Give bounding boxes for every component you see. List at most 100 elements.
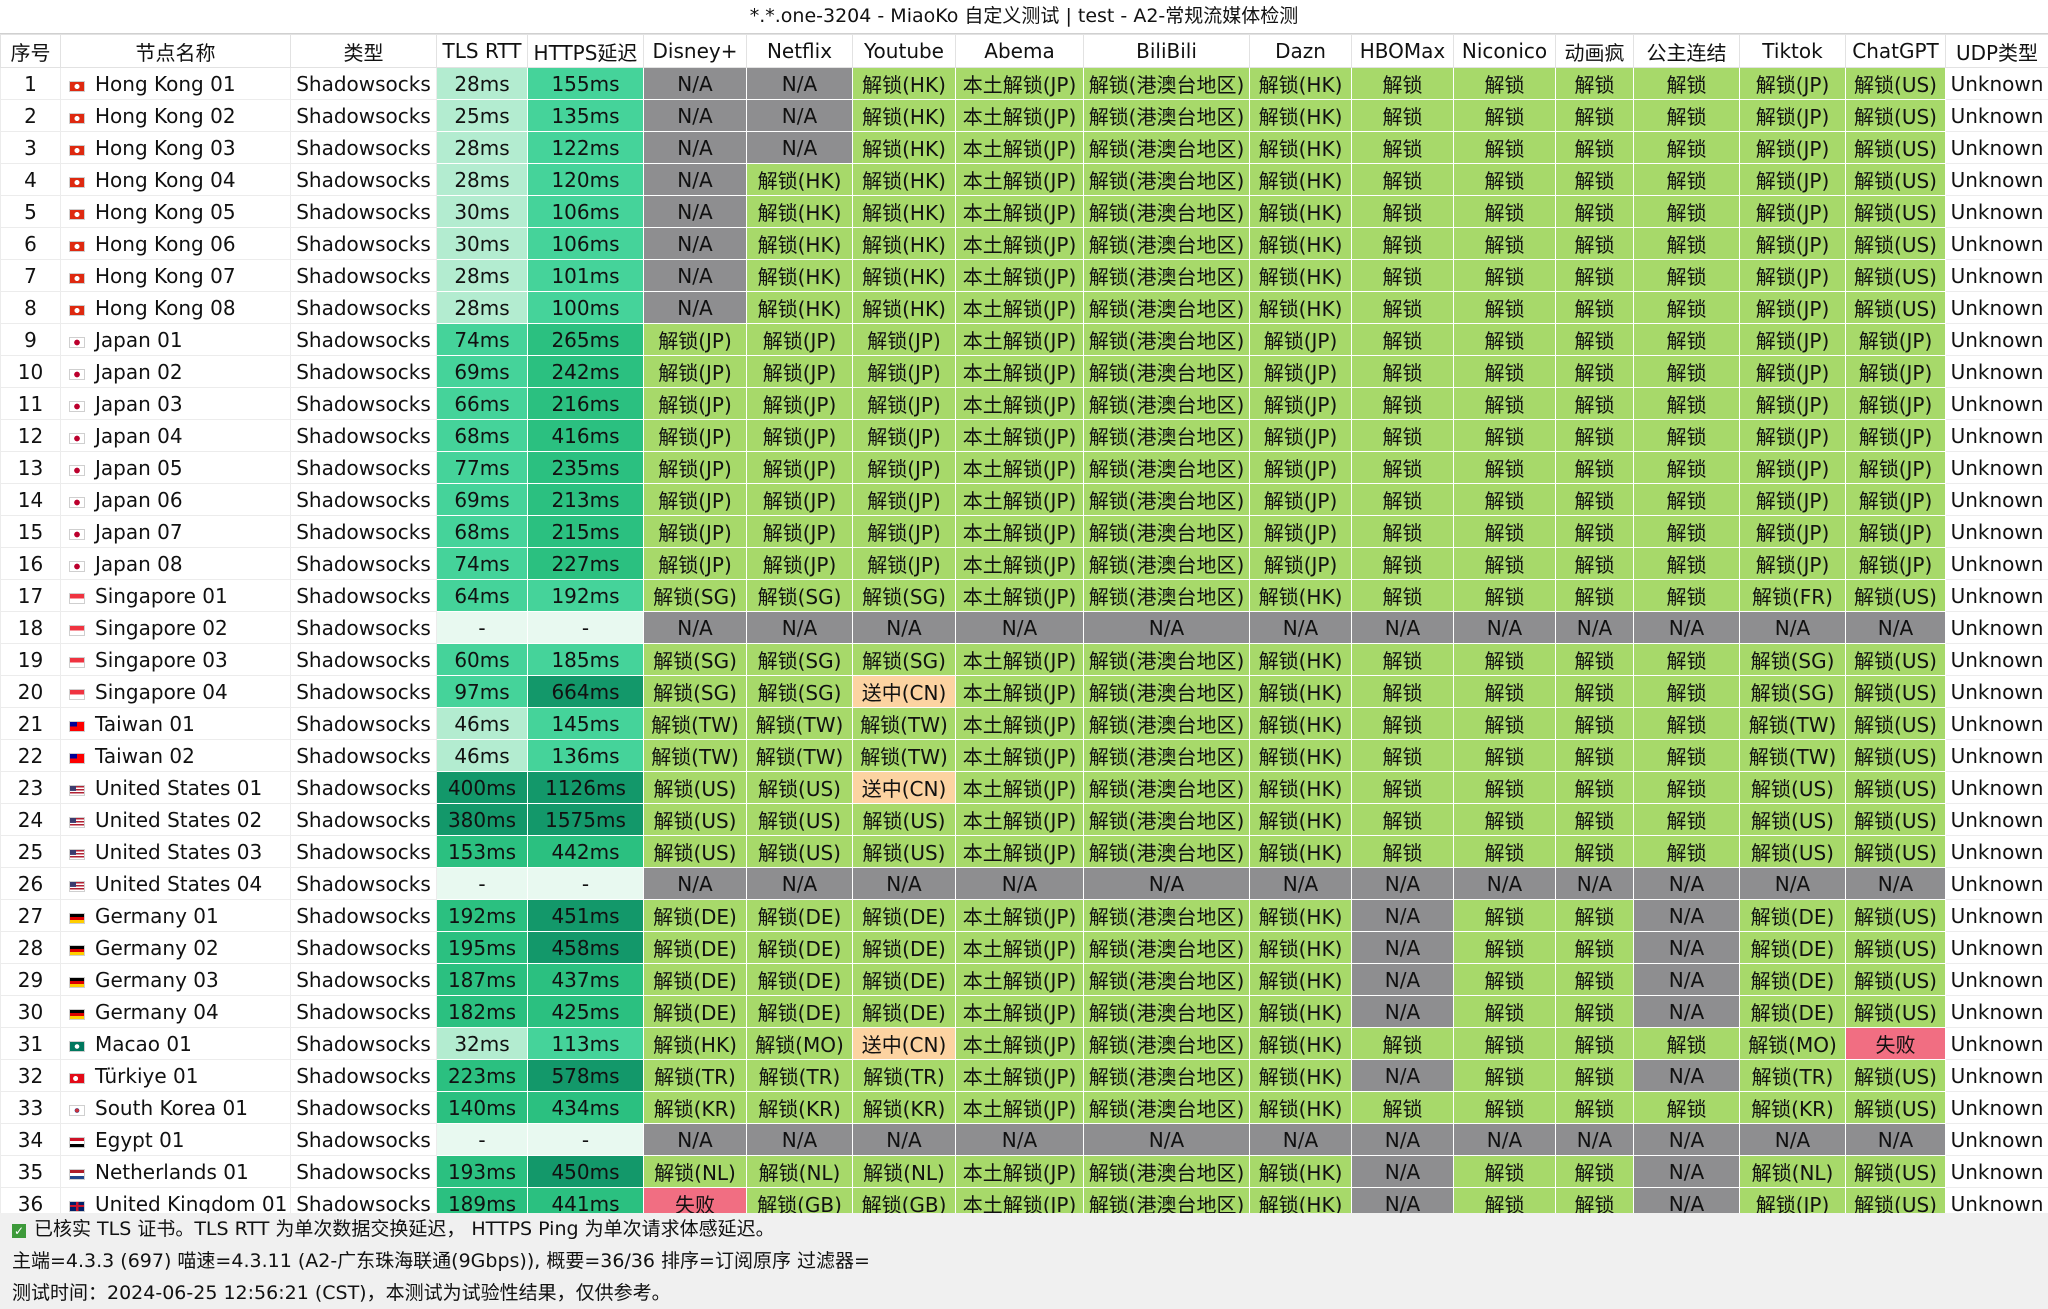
col-tls-rtt-header[interactable]: TLS RTT [436, 34, 528, 68]
col-dazn-cell: 解锁(HK) [1249, 675, 1352, 708]
table-row[interactable]: 30 Germany 04 Shadowsocks 182ms 425ms 解锁(DE) 解… [0, 995, 2048, 1028]
col-anime-header[interactable]: 动画疯 [1555, 34, 1634, 68]
col-disney-cell: 解锁(TR) [643, 1059, 747, 1092]
table-row[interactable]: 4 Hong Kong 04 Shadowsocks 28ms 120ms N/A 解锁(H… [0, 163, 2048, 196]
table-row[interactable]: 28 Germany 02 Shadowsocks 195ms 458ms 解锁(DE) 解… [0, 931, 2048, 964]
table-row[interactable]: 1 Hong Kong 01 Shadowsocks 28ms 155ms N/A N/A 解… [0, 67, 2048, 100]
col-hbomax-cell: 解锁 [1351, 259, 1454, 292]
table-row[interactable]: 15 Japan 07 Shadowsocks 68ms 215ms 解锁(JP) 解锁(J… [0, 515, 2048, 548]
node-name-text: Singapore 02 [95, 615, 228, 640]
table-row[interactable]: 21 Taiwan 01 Shadowsocks 46ms 145ms 解锁(TW) 解锁(… [0, 707, 2048, 740]
col-hbomax-header[interactable]: HBOMax [1351, 34, 1454, 68]
col-type-cell: Shadowsocks [290, 227, 437, 260]
col-type-cell: Shadowsocks [290, 803, 437, 836]
table-row[interactable]: 13 Japan 05 Shadowsocks 77ms 235ms 解锁(JP) 解锁(J… [0, 451, 2048, 484]
table-row[interactable]: 35 Netherlands 01 Shadowsocks 193ms 450ms 解锁(… [0, 1155, 2048, 1188]
col-netflix-cell: 解锁(JP) [746, 547, 853, 580]
col-https-latency-cell: 136ms [527, 739, 644, 772]
table-row[interactable]: 22 Taiwan 02 Shadowsocks 46ms 136ms 解锁(TW) 解锁(… [0, 739, 2048, 772]
col-abema-cell: 本土解锁(JP) [955, 195, 1084, 228]
table-row[interactable]: 8 Hong Kong 08 Shadowsocks 28ms 100ms N/A 解锁(H… [0, 291, 2048, 324]
col-udp-type-cell: Unknown [1945, 867, 2048, 900]
table-row[interactable]: 23 United States 01 Shadowsocks 400ms 1126ms… [0, 771, 2048, 804]
col-disney-cell: 解锁(HK) [643, 1027, 747, 1060]
table-row[interactable]: 33 South Korea 01 Shadowsocks 140ms 434ms 解锁(… [0, 1091, 2048, 1124]
flag-jp-icon [69, 368, 85, 380]
col-princess-connect-header[interactable]: 公主连结 [1633, 34, 1740, 68]
col-bilibili-header[interactable]: BiliBili [1083, 34, 1250, 68]
col-udp-type-cell: Unknown [1945, 131, 2048, 164]
table-row[interactable]: 34 Egypt 01 Shadowsocks - - N/A N/A N/A N/A N/A N/… [0, 1123, 2048, 1156]
col-abema-cell: 本土解锁(JP) [955, 1059, 1084, 1092]
col-node-name-cell: Türkiye 01 [60, 1059, 291, 1092]
table-row[interactable]: 2 Hong Kong 02 Shadowsocks 25ms 135ms N/A N/A 解… [0, 99, 2048, 132]
table-row[interactable]: 32 Türkiye 01 Shadowsocks 223ms 578ms 解锁(TR) 解… [0, 1059, 2048, 1092]
col-bilibili-cell: 解锁(港澳台地区) [1083, 675, 1250, 708]
col-disney-header[interactable]: Disney+ [643, 34, 747, 68]
col-youtube-cell: 解锁(SG) [852, 579, 956, 612]
col-chatgpt-cell: 解锁(JP) [1845, 323, 1946, 356]
table-row[interactable]: 26 United States 04 Shadowsocks - - N/A N/A N/A… [0, 867, 2048, 900]
col-youtube-cell: 解锁(NL) [852, 1155, 956, 1188]
table-row[interactable]: 25 United States 03 Shadowsocks 153ms 442ms 解… [0, 835, 2048, 868]
table-row[interactable]: 6 Hong Kong 06 Shadowsocks 30ms 106ms N/A 解锁(H… [0, 227, 2048, 260]
table-row[interactable]: 18 Singapore 02 Shadowsocks - - N/A N/A N/A N/A N… [0, 611, 2048, 644]
table-row[interactable]: 12 Japan 04 Shadowsocks 68ms 416ms 解锁(JP) 解锁(J… [0, 419, 2048, 452]
col-abema-header[interactable]: Abema [955, 34, 1084, 68]
table-row[interactable]: 10 Japan 02 Shadowsocks 69ms 242ms 解锁(JP) 解锁(J… [0, 355, 2048, 388]
col-bilibili-cell: 解锁(港澳台地区) [1083, 483, 1250, 516]
col-udp-type-cell: Unknown [1945, 835, 2048, 868]
col-netflix-header[interactable]: Netflix [746, 34, 853, 68]
table-row[interactable]: 20 Singapore 04 Shadowsocks 97ms 664ms 解锁(SG)… [0, 675, 2048, 708]
table-row[interactable]: 9 Japan 01 Shadowsocks 74ms 265ms 解锁(JP) 解锁(JP… [0, 323, 2048, 356]
table-row[interactable]: 3 Hong Kong 03 Shadowsocks 28ms 122ms N/A N/A 解… [0, 131, 2048, 164]
table-row[interactable]: 5 Hong Kong 05 Shadowsocks 30ms 106ms N/A 解锁(H… [0, 195, 2048, 228]
col-udp-type-cell: Unknown [1945, 899, 2048, 932]
col-node-name-header[interactable]: 节点名称 [60, 34, 291, 68]
col-https-latency-cell: 458ms [527, 931, 644, 964]
col-index-cell: 21 [0, 707, 61, 740]
table-row[interactable]: 7 Hong Kong 07 Shadowsocks 28ms 101ms N/A 解锁(H… [0, 259, 2048, 292]
flag-de-icon [69, 976, 85, 988]
col-udp-type-header[interactable]: UDP类型 [1945, 34, 2048, 68]
col-anime-cell: 解锁 [1555, 259, 1634, 292]
col-disney-cell: 解锁(KR) [643, 1091, 747, 1124]
col-bilibili-cell: 解锁(港澳台地区) [1083, 291, 1250, 324]
col-disney-cell: 解锁(US) [643, 803, 747, 836]
col-netflix-cell: 解锁(DE) [746, 963, 853, 996]
col-tiktok-header[interactable]: Tiktok [1739, 34, 1846, 68]
table-row[interactable]: 29 Germany 03 Shadowsocks 187ms 437ms 解锁(DE) 解… [0, 963, 2048, 996]
table-row[interactable]: 27 Germany 01 Shadowsocks 192ms 451ms 解锁(DE) 解… [0, 899, 2048, 932]
table-row[interactable]: 14 Japan 06 Shadowsocks 69ms 213ms 解锁(JP) 解锁(J… [0, 483, 2048, 516]
col-dazn-cell: 解锁(JP) [1249, 483, 1352, 516]
col-youtube-cell: 解锁(JP) [852, 419, 956, 452]
col-dazn-header[interactable]: Dazn [1249, 34, 1352, 68]
col-tiktok-cell: 解锁(JP) [1739, 291, 1846, 324]
col-abema-cell: 本土解锁(JP) [955, 355, 1084, 388]
col-abema-cell: 本土解锁(JP) [955, 419, 1084, 452]
col-chatgpt-header[interactable]: ChatGPT [1845, 34, 1946, 68]
table-row[interactable]: 17 Singapore 01 Shadowsocks 64ms 192ms 解锁(SG)… [0, 579, 2048, 612]
node-name-text: Macao 01 [95, 1031, 192, 1056]
col-bilibili-cell: 解锁(港澳台地区) [1083, 835, 1250, 868]
table-row[interactable]: 11 Japan 03 Shadowsocks 66ms 216ms 解锁(JP) 解锁(J… [0, 387, 2048, 420]
col-tiktok-cell: N/A [1739, 867, 1846, 900]
col-niconico-header[interactable]: Niconico [1453, 34, 1556, 68]
table-row[interactable]: 19 Singapore 03 Shadowsocks 60ms 185ms 解锁(SG)… [0, 643, 2048, 676]
col-anime-cell: 解锁 [1555, 931, 1634, 964]
col-hbomax-cell: 解锁 [1351, 227, 1454, 260]
col-chatgpt-cell: N/A [1845, 1123, 1946, 1156]
col-anime-cell: 解锁 [1555, 163, 1634, 196]
col-princess-connect-cell: 解锁 [1633, 387, 1740, 420]
table-row[interactable]: 16 Japan 08 Shadowsocks 74ms 227ms 解锁(JP) 解锁(J… [0, 547, 2048, 580]
col-princess-connect-cell: N/A [1633, 867, 1740, 900]
col-index-header[interactable]: 序号 [0, 34, 61, 68]
col-netflix-cell: 解锁(DE) [746, 931, 853, 964]
table-row[interactable]: 31 Macao 01 Shadowsocks 32ms 113ms 解锁(HK) 解锁(M… [0, 1027, 2048, 1060]
col-youtube-header[interactable]: Youtube [852, 34, 956, 68]
col-https-latency-cell: 265ms [527, 323, 644, 356]
col-https-latency-header[interactable]: HTTPS延迟 [527, 34, 644, 68]
table-row[interactable]: 24 United States 02 Shadowsocks 380ms 1575ms… [0, 803, 2048, 836]
col-tiktok-cell: 解锁(JP) [1739, 451, 1846, 484]
col-type-header[interactable]: 类型 [290, 34, 437, 68]
